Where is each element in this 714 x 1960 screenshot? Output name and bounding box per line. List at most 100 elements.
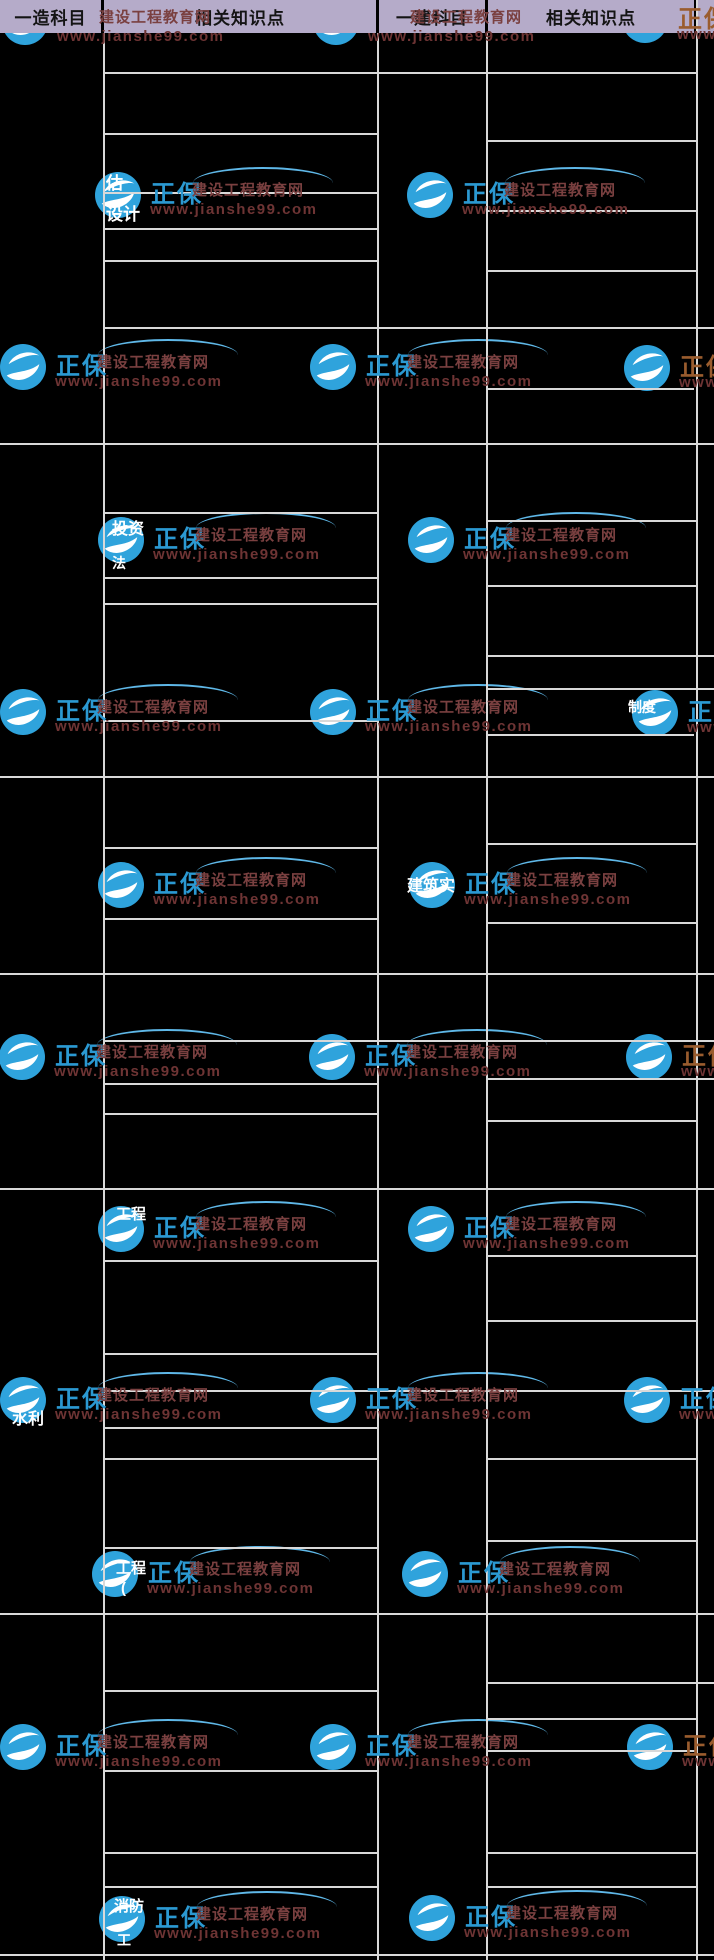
brand-arc-decoration bbox=[196, 1201, 336, 1233]
brand-arc-decoration bbox=[507, 857, 647, 889]
brand-name-watermark: 正保 bbox=[683, 1733, 714, 1760]
grid-horizontal-line bbox=[103, 1390, 714, 1392]
grid-horizontal-line bbox=[488, 1255, 697, 1257]
brand-site-watermark: 建设工程教育网 bbox=[505, 527, 618, 544]
brand-logo-icon bbox=[632, 690, 678, 736]
brand-name-watermark: 正保 bbox=[458, 1560, 510, 1587]
brand-logo-icon bbox=[407, 172, 453, 218]
brand-url-watermark: www.jianshe99.com bbox=[55, 1753, 223, 1770]
grid-horizontal-line bbox=[488, 1078, 714, 1080]
brand-logo-icon bbox=[98, 862, 144, 908]
brand-name-watermark: 正保 bbox=[155, 1905, 207, 1932]
brand-logo-icon bbox=[98, 1206, 144, 1252]
grid-horizontal-line bbox=[488, 688, 714, 690]
brand-site-watermark: 建设工程教育网 bbox=[195, 1216, 308, 1233]
grid-horizontal-line bbox=[488, 1750, 697, 1752]
brand-url-watermark: www.jianshe99.com bbox=[153, 546, 321, 563]
brand-name-watermark: 正保 bbox=[365, 1043, 417, 1070]
grid-vertical-line bbox=[377, 33, 379, 1960]
brand-logo-icon bbox=[408, 517, 454, 563]
grid-horizontal-line bbox=[103, 1427, 377, 1429]
brand-name-watermark: 正保 bbox=[56, 353, 108, 380]
brand-site-watermark: 建设工程教育网 bbox=[195, 872, 308, 889]
brand-logo-icon bbox=[624, 1377, 670, 1423]
grid-horizontal-line bbox=[103, 1886, 377, 1888]
brand-arc-decoration bbox=[98, 684, 238, 716]
brand-site-watermark: 建设工程教育网 bbox=[97, 1387, 210, 1404]
brand-url-watermark: www.jianshe99.com bbox=[681, 1063, 714, 1080]
brand-site-watermark: 建设工程教育网 bbox=[499, 1561, 612, 1578]
grid-horizontal-line bbox=[103, 847, 377, 849]
brand-arc-decoration bbox=[506, 512, 646, 544]
grid-horizontal-line bbox=[488, 1458, 697, 1460]
brand-url-watermark: www.jianshe99.com bbox=[154, 1925, 322, 1942]
brand-arc-decoration bbox=[506, 1201, 646, 1233]
grid-horizontal-line bbox=[488, 210, 697, 212]
header-cell-yijian-subject: 一建科目 bbox=[379, 0, 485, 33]
grid-horizontal-line bbox=[0, 1188, 714, 1190]
brand-url-watermark: www.jianshe99.com bbox=[365, 1753, 533, 1770]
brand-logo-icon bbox=[0, 1034, 45, 1080]
brand-url-watermark: www.jianshe99.com bbox=[687, 719, 714, 736]
brand-name-watermark: 正保 bbox=[463, 181, 515, 208]
brand-site-watermark: 建设工程教育网 bbox=[407, 1734, 520, 1751]
brand-name-watermark: 正保 bbox=[366, 353, 418, 380]
grid-horizontal-line bbox=[103, 260, 377, 262]
brand-name-watermark: 正保 bbox=[148, 1560, 200, 1587]
grid-horizontal-line bbox=[103, 1040, 714, 1042]
brand-logo-icon bbox=[310, 1724, 356, 1770]
brand-url-watermark: www.jianshe99.com bbox=[679, 374, 714, 391]
cell-text-fragment: 水利 bbox=[12, 1411, 45, 1428]
grid-horizontal-line bbox=[103, 1458, 377, 1460]
grid-horizontal-line bbox=[103, 1547, 377, 1549]
grid-horizontal-line bbox=[103, 1690, 377, 1692]
brand-name-watermark: 正保 bbox=[154, 871, 206, 898]
brand-url-watermark: www.jianshe99.com bbox=[463, 546, 631, 563]
brand-name-watermark: 正保 bbox=[154, 526, 206, 553]
brand-url-watermark: www.jianshe99.com bbox=[365, 718, 533, 735]
brand-site-watermark: 建设工程教育网 bbox=[505, 1216, 618, 1233]
grid-horizontal-line bbox=[103, 192, 377, 194]
brand-logo-icon bbox=[402, 1551, 448, 1597]
brand-name-watermark: 正保 bbox=[678, 6, 714, 33]
brand-name-watermark: 正保 bbox=[56, 1733, 108, 1760]
grid-horizontal-line bbox=[103, 228, 377, 230]
brand-url-watermark: www.jianshe99.com bbox=[150, 201, 318, 218]
brand-name-watermark: 正保 bbox=[366, 1733, 418, 1760]
brand-site-watermark: 建设工程教育网 bbox=[407, 354, 520, 371]
brand-name-watermark: 正保 bbox=[56, 1386, 108, 1413]
brand-url-watermark: www.jianshe99.com bbox=[464, 891, 632, 908]
brand-logo-icon bbox=[0, 1377, 46, 1423]
cell-text-fragment: 消防 bbox=[114, 1898, 145, 1915]
grid-horizontal-line bbox=[103, 327, 714, 329]
brand-arc-decoration bbox=[193, 167, 333, 199]
cell-text-fragment: 制度 bbox=[628, 699, 656, 715]
header-cell-yijian-knowledge: 相关知识点 bbox=[488, 0, 694, 33]
grid-horizontal-line bbox=[0, 776, 714, 778]
grid-horizontal-line bbox=[488, 140, 697, 142]
brand-arc-decoration bbox=[408, 339, 548, 371]
brand-url-watermark: www.jianshe99.com bbox=[55, 1406, 223, 1423]
brand-arc-decoration bbox=[197, 1891, 337, 1923]
grid-horizontal-line bbox=[103, 1260, 377, 1262]
grid-horizontal-line bbox=[103, 603, 377, 605]
header-cell-partial bbox=[698, 0, 714, 33]
grid-horizontal-line bbox=[488, 1682, 714, 1684]
grid-horizontal-line bbox=[488, 1718, 697, 1720]
grid-horizontal-line bbox=[103, 1770, 377, 1772]
grid-horizontal-line bbox=[103, 720, 377, 722]
brand-url-watermark: www.jianshe99.com bbox=[55, 373, 223, 390]
brand-url-watermark: www.jianshe99.com bbox=[677, 26, 714, 43]
grid-horizontal-line bbox=[488, 270, 697, 272]
header-cell-yizao-subject: 一造科目 bbox=[0, 0, 101, 33]
brand-name-watermark: 正保 bbox=[465, 1904, 517, 1931]
grid-horizontal-line bbox=[488, 655, 714, 657]
brand-arc-decoration bbox=[196, 857, 336, 889]
brand-url-watermark: www.jianshe99.com bbox=[682, 1753, 714, 1770]
cell-text-fragment: ( bbox=[121, 1580, 126, 1597]
grid-horizontal-line bbox=[0, 443, 714, 445]
brand-logo-icon bbox=[624, 345, 670, 391]
brand-logo-icon bbox=[99, 1896, 145, 1942]
brand-url-watermark: www.jianshe99.com bbox=[463, 1235, 631, 1252]
